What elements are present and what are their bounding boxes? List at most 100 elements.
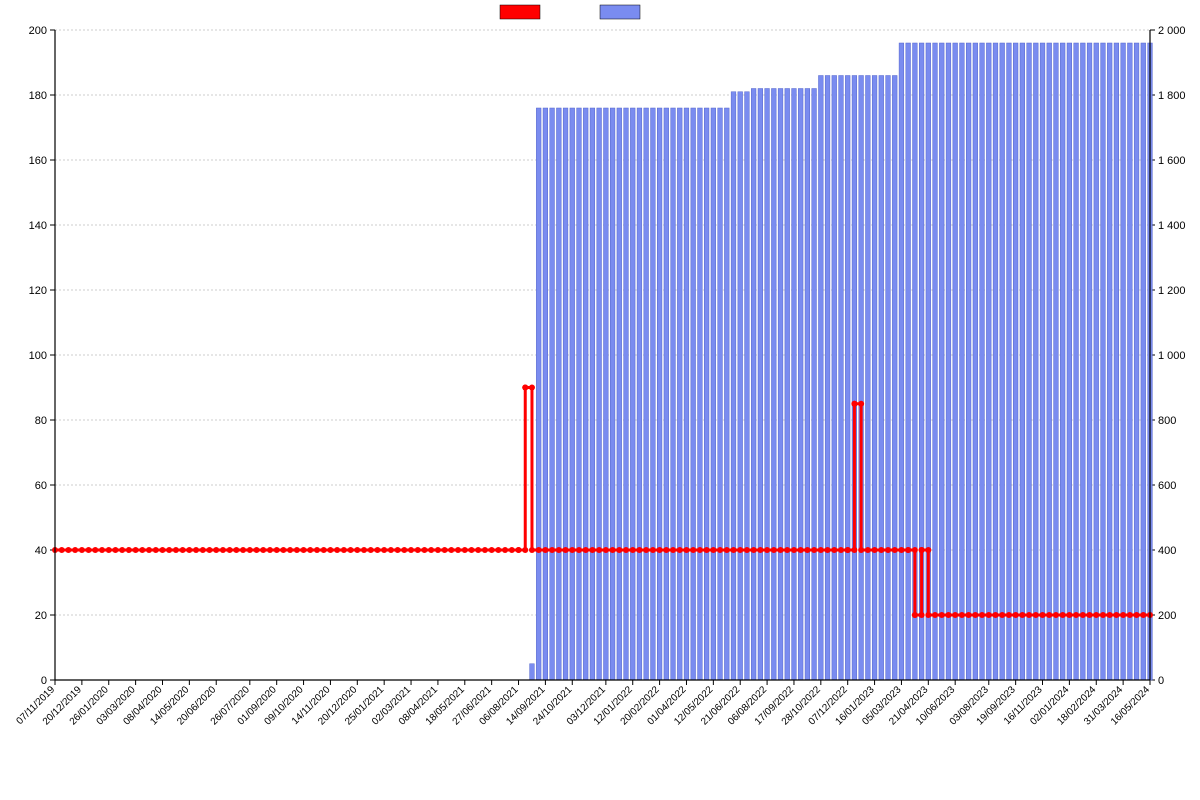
line-marker: [334, 547, 340, 553]
line-marker: [677, 547, 683, 553]
bar: [812, 89, 817, 681]
line-marker: [220, 547, 226, 553]
line-marker: [912, 547, 918, 553]
line-marker: [865, 547, 871, 553]
line-marker: [542, 547, 548, 553]
y-left-tick: 140: [29, 220, 47, 232]
line-marker: [522, 547, 528, 553]
bar: [1054, 43, 1059, 680]
line-marker: [408, 547, 414, 553]
line-marker: [287, 547, 293, 553]
line-marker: [79, 547, 85, 553]
line-marker: [811, 547, 817, 553]
bar: [1033, 43, 1038, 680]
line-marker: [381, 547, 387, 553]
line-marker: [771, 547, 777, 553]
line-marker: [442, 547, 448, 553]
line-marker: [972, 612, 978, 618]
line-marker: [784, 547, 790, 553]
bar: [859, 76, 864, 681]
line-marker: [354, 547, 360, 553]
bar: [570, 108, 575, 680]
bar: [832, 76, 837, 681]
line-marker: [240, 547, 246, 553]
line-marker: [186, 547, 192, 553]
bar: [704, 108, 709, 680]
line-marker: [254, 547, 260, 553]
line-marker: [119, 547, 125, 553]
y-right-tick: 800: [1158, 415, 1176, 427]
line-marker: [428, 547, 434, 553]
line-marker: [878, 547, 884, 553]
bar: [1121, 43, 1126, 680]
line-marker: [280, 547, 286, 553]
line-marker: [858, 401, 864, 407]
line-marker: [1033, 612, 1039, 618]
line-marker: [173, 547, 179, 553]
bar: [1074, 43, 1079, 680]
line-marker: [979, 612, 985, 618]
bar: [563, 108, 568, 680]
line-marker: [462, 547, 468, 553]
line-marker: [139, 547, 145, 553]
y-right-tick: 2 000: [1158, 25, 1186, 37]
y-right-tick: 1 600: [1158, 155, 1186, 167]
bar: [1060, 43, 1065, 680]
combo-chart: 0204060801001201401601802000200400600800…: [0, 0, 1200, 800]
line-marker: [146, 547, 152, 553]
line-marker: [643, 547, 649, 553]
line-marker: [1093, 612, 1099, 618]
bar: [805, 89, 810, 681]
bar: [604, 108, 609, 680]
line-marker: [966, 612, 972, 618]
line-marker: [992, 612, 998, 618]
line-marker: [804, 547, 810, 553]
line-marker: [986, 612, 992, 618]
line-marker: [616, 547, 622, 553]
line-marker: [885, 547, 891, 553]
line-marker: [482, 547, 488, 553]
bar: [765, 89, 770, 681]
bar: [731, 92, 736, 680]
bar: [698, 108, 703, 680]
line-marker: [1107, 612, 1113, 618]
line-marker: [267, 547, 273, 553]
line-marker: [932, 612, 938, 618]
bar: [986, 43, 991, 680]
bar: [1007, 43, 1012, 680]
line-marker: [825, 547, 831, 553]
y-left-tick: 0: [41, 675, 47, 687]
line-marker: [1006, 612, 1012, 618]
bar: [651, 108, 656, 680]
line-marker: [1019, 612, 1025, 618]
line-marker: [1060, 612, 1066, 618]
line-marker: [59, 547, 65, 553]
bar: [536, 108, 541, 680]
bar: [543, 108, 548, 680]
bar: [899, 43, 904, 680]
line-marker: [1100, 612, 1106, 618]
legend-swatch: [500, 5, 540, 19]
line-marker: [690, 547, 696, 553]
bar: [684, 108, 689, 680]
line-marker: [314, 547, 320, 553]
bar: [852, 76, 857, 681]
line-marker: [1040, 612, 1046, 618]
line-marker: [549, 547, 555, 553]
line-marker: [919, 547, 925, 553]
line-marker: [872, 547, 878, 553]
line-marker: [448, 547, 454, 553]
bar: [1020, 43, 1025, 680]
bar: [1141, 43, 1146, 680]
line-marker: [502, 547, 508, 553]
line-marker: [1073, 612, 1079, 618]
line-marker: [1134, 612, 1140, 618]
line-marker: [260, 547, 266, 553]
line-marker: [563, 547, 569, 553]
line-marker: [697, 547, 703, 553]
bar: [973, 43, 978, 680]
line-marker: [569, 547, 575, 553]
line-marker: [495, 547, 501, 553]
line-marker: [657, 547, 663, 553]
line-marker: [744, 547, 750, 553]
